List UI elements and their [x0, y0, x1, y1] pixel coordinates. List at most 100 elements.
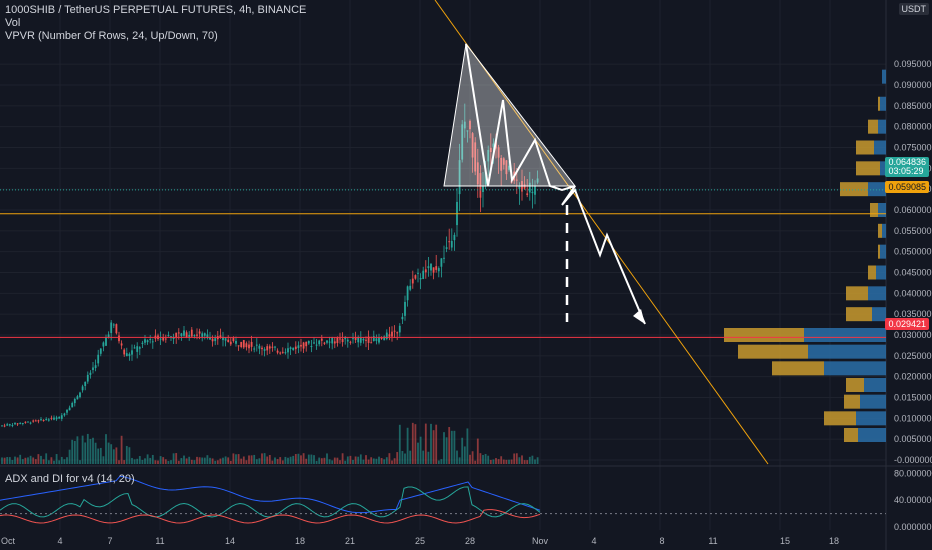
candle-body — [261, 347, 263, 350]
volume-bar — [344, 460, 347, 464]
candle-body — [24, 421, 27, 423]
time-tick-label: 4 — [57, 536, 62, 546]
volume-bar — [341, 453, 344, 464]
volume-bar — [450, 430, 453, 464]
volume-bar — [518, 457, 521, 464]
volume-bar — [6, 457, 9, 464]
candle-body — [14, 422, 16, 425]
current-price-tag: 0.064836 03:05:29 — [885, 157, 929, 177]
volume-legend[interactable]: Vol — [5, 17, 21, 29]
volume-bar — [128, 447, 131, 464]
arrow-head — [633, 309, 645, 324]
volume-bar — [294, 454, 297, 464]
profile-row-up — [804, 327, 886, 342]
volume-bar — [193, 460, 196, 464]
symbol-title[interactable]: 1000SHIB / TetherUS PERPETUAL FUTURES, 4… — [5, 4, 307, 16]
volume-bar — [27, 457, 29, 464]
volume-bar — [292, 455, 295, 464]
time-axis[interactable]: Oct 4 7 11 14 18 21 25 28 Nov 4 8 11 15 18 — [1, 536, 839, 546]
volume-bar — [461, 437, 464, 464]
profile-row-down — [846, 307, 872, 322]
volume-bar — [326, 453, 328, 464]
currency-badge[interactable]: USDT — [898, 3, 929, 15]
candle-body — [47, 419, 50, 421]
candle-body — [11, 425, 14, 427]
candle-body — [162, 337, 165, 341]
volume-bar — [94, 442, 97, 464]
volume-bar — [463, 446, 466, 464]
profile-row-down — [878, 244, 880, 259]
volume-bar — [227, 457, 230, 464]
adx-line — [0, 475, 541, 514]
candle-body — [232, 338, 235, 342]
volume-bar — [302, 453, 305, 464]
candle-body — [409, 285, 412, 290]
candle-body — [58, 416, 61, 419]
candle-body — [203, 333, 206, 336]
volume-bar — [406, 427, 409, 464]
volume-bar — [489, 459, 492, 464]
candle-body — [34, 420, 37, 422]
price-tick-label: 0.045000 — [894, 267, 932, 277]
candle-body — [188, 334, 191, 337]
candle-body — [183, 330, 185, 336]
profile-row-down — [772, 361, 824, 376]
candle-body — [448, 241, 451, 243]
candle-body — [229, 341, 232, 345]
volume-bar — [274, 457, 276, 464]
price-tick-label: 0.010000 — [894, 413, 932, 423]
profile-row-up — [808, 344, 886, 359]
price-tick-label: 0.020000 — [894, 372, 932, 382]
candle-body — [482, 186, 484, 192]
candle-body — [289, 347, 292, 349]
candle-body — [352, 338, 354, 340]
volume-bar — [92, 437, 94, 464]
candle-body — [245, 343, 248, 348]
candle-body — [469, 120, 471, 130]
adx-legend[interactable]: ADX and DI for v4 (14, 20) — [5, 473, 135, 485]
candle-body — [125, 353, 128, 357]
candle-body — [175, 332, 178, 338]
candle-body — [115, 324, 118, 334]
candle-body — [84, 381, 87, 386]
candle-body — [222, 336, 224, 341]
candle-body — [367, 336, 370, 343]
profile-row-down — [846, 286, 868, 301]
volume-bar — [175, 453, 178, 464]
volume-bar — [500, 456, 503, 464]
volume-bar — [110, 444, 113, 464]
price-tick-label: 0.085000 — [894, 101, 932, 111]
price-tick-label: 0.090000 — [894, 80, 932, 90]
volume-bar — [224, 456, 227, 464]
volume-bar — [523, 460, 526, 464]
volume-bar — [435, 424, 438, 464]
volume-bar — [419, 436, 422, 464]
candle-body — [193, 335, 196, 337]
volume-bar — [21, 459, 24, 464]
candle-body — [276, 350, 279, 353]
price-axis[interactable]: 0.095000 0.090000 0.085000 0.080000 0.075000… — [894, 59, 932, 465]
volume-bar — [138, 456, 141, 464]
volume-bar — [198, 457, 201, 464]
candle-body — [263, 349, 266, 351]
candle-body — [180, 333, 183, 337]
volume-bar — [367, 459, 370, 464]
profile-row-up — [880, 96, 886, 111]
volume-bar — [170, 460, 172, 464]
candle-body — [443, 257, 445, 259]
adx-indicator-pane — [0, 475, 886, 524]
orange-level-tag: 0.059085 — [885, 181, 929, 193]
volume-bar — [76, 436, 79, 464]
vpvr-legend[interactable]: VPVR (Number Of Rows, 24, Up/Down, 70) — [5, 30, 218, 42]
volume-bar — [513, 453, 516, 464]
volume-bar — [68, 449, 71, 464]
volume-bar — [479, 453, 482, 464]
candle-body — [508, 165, 510, 170]
candle-body — [313, 342, 315, 344]
volume-bar — [196, 456, 198, 464]
volume-bar — [216, 460, 219, 464]
candle-body — [440, 258, 443, 267]
volume-bar — [214, 460, 217, 464]
volume-bar — [81, 435, 84, 464]
